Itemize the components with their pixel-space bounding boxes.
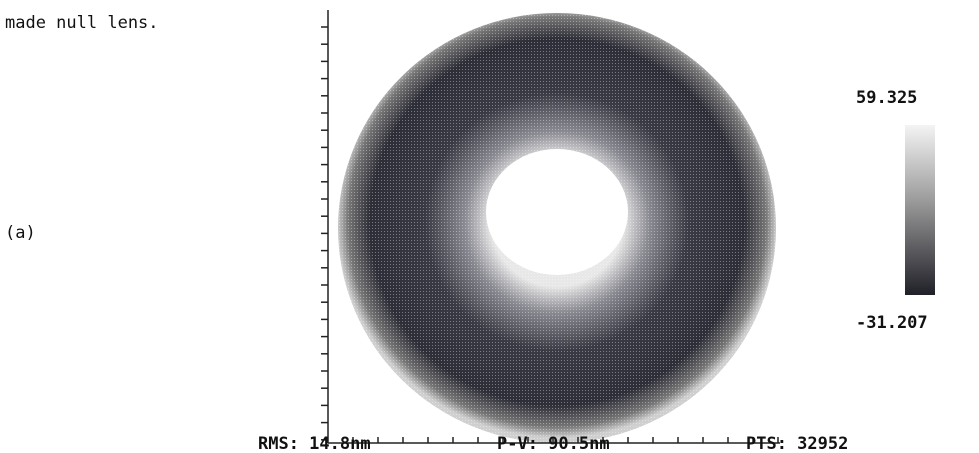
axes: [321, 10, 780, 444]
color-bar: [905, 125, 935, 295]
caption-fragment: made null lens.: [5, 13, 159, 33]
pts-label: PTS: 32952: [746, 434, 848, 453]
panel-label: (a): [5, 223, 36, 243]
pv-label: P-V: 90.5nm: [497, 434, 610, 453]
scale-max: 59.325: [856, 88, 917, 108]
rms-label: RMS: 14.8nm: [258, 434, 371, 453]
scale-min: -31.207: [856, 313, 928, 333]
central-hole: [486, 149, 628, 275]
wavefront-map: [338, 13, 776, 443]
